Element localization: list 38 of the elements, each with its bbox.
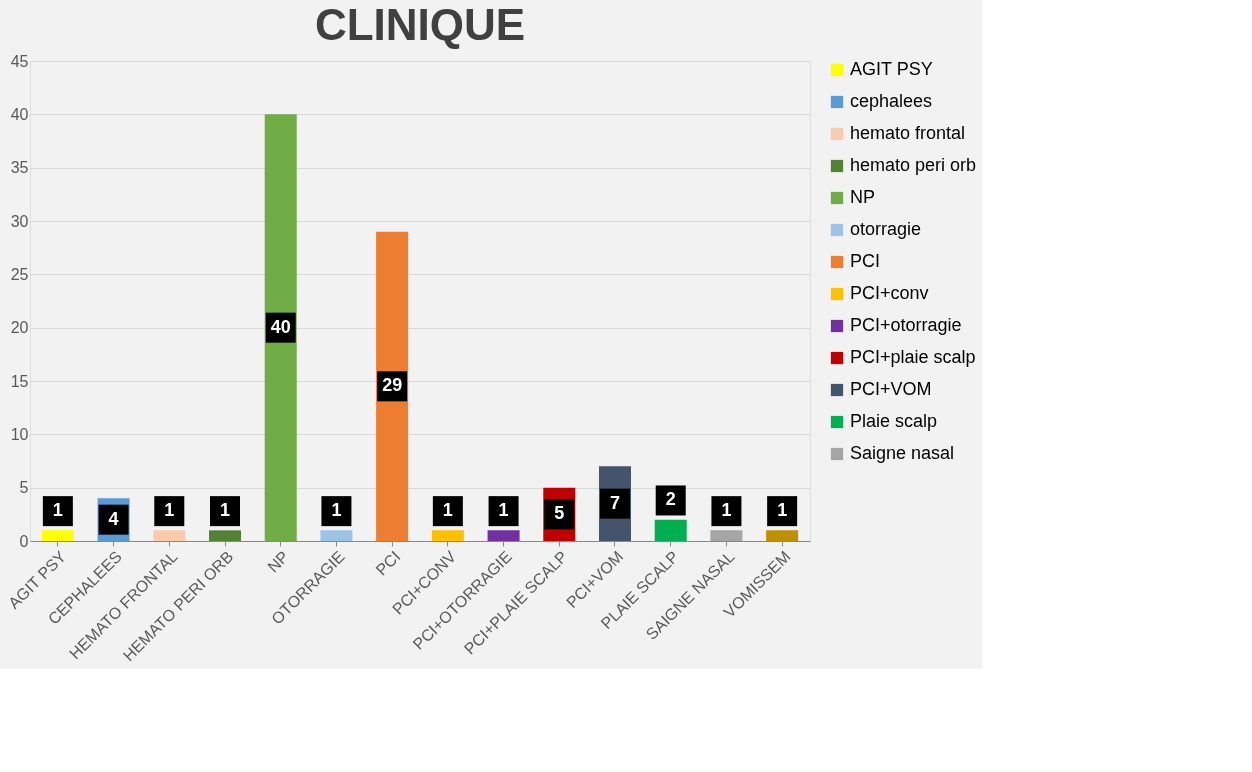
- data-label: 1: [498, 500, 509, 521]
- data-label: 7: [609, 492, 621, 513]
- legend-label: hemato peri orb: [850, 155, 977, 175]
- y-tick-label: 0: [19, 532, 29, 550]
- y-tick-label: 45: [10, 52, 29, 70]
- legend-label: hemato frontal: [850, 123, 966, 143]
- legend-label: NP: [850, 187, 876, 207]
- legend-label: AGIT PSY: [850, 59, 933, 79]
- data-label: 40: [270, 316, 291, 337]
- y-tick-label: 10: [10, 425, 29, 443]
- data-label: 1: [164, 500, 175, 521]
- y-tick-label: 5: [19, 479, 29, 497]
- y-tick-label: 30: [10, 212, 29, 230]
- y-tick-label: 15: [10, 372, 29, 390]
- data-label: 1: [721, 500, 732, 521]
- data-label: 1: [777, 500, 788, 521]
- chart-title: CLINIQUE: [314, 0, 526, 49]
- data-label: 1: [331, 500, 342, 521]
- legend-label: PCI+otorragie: [850, 315, 962, 335]
- legend-label: PCI+plaie scalp: [850, 347, 976, 367]
- data-label: 4: [108, 508, 119, 529]
- y-tick-label: 35: [10, 159, 29, 177]
- data-label: 2: [665, 489, 676, 510]
- legend-label: Plaie scalp: [850, 411, 938, 431]
- legend-label: PCI+VOM: [850, 379, 932, 399]
- legend-label: PCI+conv: [850, 283, 929, 303]
- data-label: 1: [442, 500, 453, 521]
- y-tick-label: 25: [10, 265, 29, 283]
- legend-label: Saigne nasal: [850, 443, 955, 463]
- legend-label: PCI: [850, 251, 881, 271]
- data-label: 29: [382, 375, 403, 396]
- data-label: 5: [554, 503, 565, 524]
- legend-label: otorragie: [850, 219, 922, 239]
- data-label: 1: [219, 500, 231, 521]
- data-label: 1: [52, 500, 63, 521]
- legend-label: cephalees: [850, 91, 933, 111]
- y-tick-label: 40: [10, 105, 29, 123]
- y-tick-label: 20: [10, 319, 29, 337]
